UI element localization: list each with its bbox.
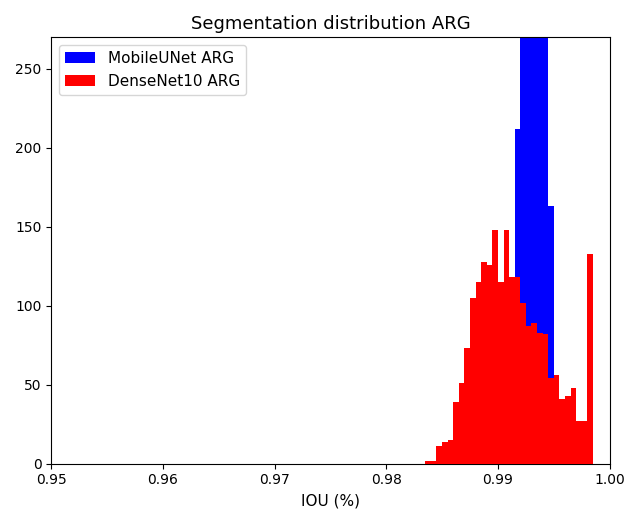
Bar xyxy=(426,461,431,464)
Bar xyxy=(470,298,476,464)
X-axis label: IOU (%): IOU (%) xyxy=(301,493,360,508)
Bar xyxy=(531,323,537,464)
Bar xyxy=(476,282,481,464)
Bar xyxy=(554,376,559,464)
Bar xyxy=(554,380,559,464)
Bar xyxy=(570,388,576,464)
Bar xyxy=(504,434,509,464)
Bar xyxy=(543,334,548,464)
Bar xyxy=(559,435,565,464)
Bar xyxy=(520,0,526,464)
Bar xyxy=(481,262,487,464)
Bar xyxy=(447,440,453,464)
Bar xyxy=(531,0,537,464)
Bar xyxy=(559,399,565,464)
Bar xyxy=(442,441,447,464)
Bar xyxy=(537,0,543,464)
Bar xyxy=(498,282,504,464)
Bar xyxy=(520,303,526,464)
Bar xyxy=(487,265,492,464)
Legend: MobileUNet ARG, DenseNet10 ARG: MobileUNet ARG, DenseNet10 ARG xyxy=(59,45,246,95)
Bar xyxy=(509,277,515,464)
Bar xyxy=(498,449,504,464)
Bar xyxy=(526,326,531,464)
Bar xyxy=(588,254,593,464)
Bar xyxy=(582,421,588,464)
Bar xyxy=(548,206,554,464)
Bar xyxy=(504,230,509,464)
Bar xyxy=(431,461,436,464)
Bar xyxy=(548,379,554,464)
Bar xyxy=(543,0,548,464)
Bar xyxy=(509,328,515,464)
Title: Segmentation distribution ARG: Segmentation distribution ARG xyxy=(191,15,470,33)
Bar xyxy=(459,383,465,464)
Bar xyxy=(537,333,543,464)
Bar xyxy=(465,348,470,464)
Bar xyxy=(515,277,520,464)
Bar xyxy=(526,0,531,464)
Bar xyxy=(515,129,520,464)
Bar xyxy=(453,402,459,464)
Bar xyxy=(576,421,582,464)
Bar xyxy=(565,461,570,464)
Bar xyxy=(492,230,498,464)
Bar xyxy=(565,396,570,464)
Bar xyxy=(570,461,576,464)
Bar xyxy=(436,446,442,464)
